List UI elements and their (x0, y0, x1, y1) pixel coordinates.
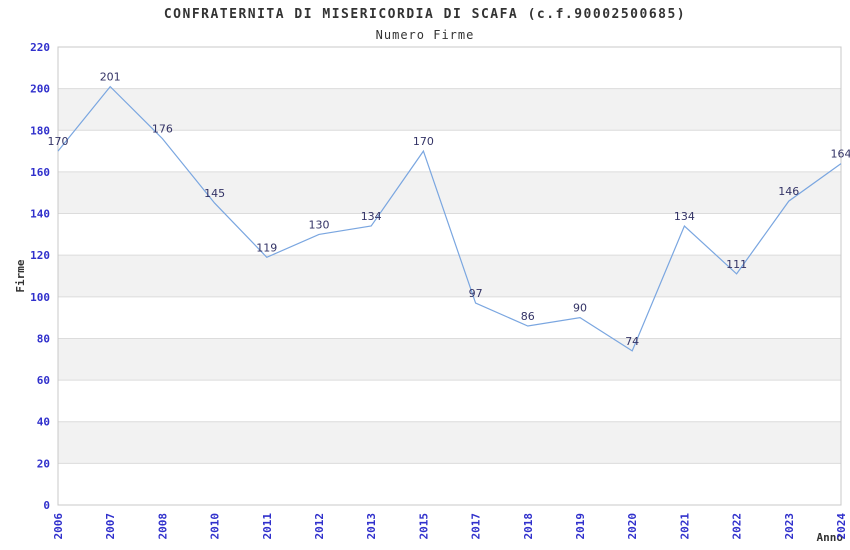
data-point-label: 74 (625, 335, 639, 348)
x-tick-label: 2020 (626, 513, 639, 540)
x-tick-label: 2024 (835, 513, 848, 540)
data-point-label: 119 (256, 241, 277, 254)
x-tick-label: 2022 (731, 513, 744, 540)
x-tick-label: 2023 (783, 513, 796, 540)
data-point-label: 164 (831, 148, 850, 161)
x-axis-label: Anno (816, 531, 844, 544)
chart-title: CONFRATERNITA DI MISERICORDIA DI SCAFA (… (163, 7, 687, 22)
x-tick-label: 2013 (365, 513, 378, 540)
y-tick-label: 180 (30, 124, 50, 137)
data-point-label: 90 (573, 302, 587, 315)
x-tick-label: 2012 (313, 513, 326, 540)
y-tick-label: 60 (37, 374, 50, 387)
data-point-label: 130 (309, 218, 330, 231)
y-tick-label: 100 (30, 291, 50, 304)
data-point-label: 134 (674, 210, 695, 223)
x-tick-label: 2015 (417, 513, 430, 540)
grid-band (58, 171, 841, 214)
y-tick-label: 200 (30, 83, 50, 96)
y-tick-label: 120 (30, 249, 50, 262)
x-tick-label: 2017 (470, 513, 483, 540)
plot-border (57, 46, 842, 506)
x-tick-label: 2011 (261, 513, 274, 540)
x-tick-label: 2019 (574, 513, 587, 540)
y-tick-label: 40 (37, 416, 50, 429)
data-point-label: 111 (726, 258, 747, 271)
y-tick-label: 20 (37, 457, 50, 470)
x-tick-label: 2007 (104, 513, 117, 540)
data-point-label: 201 (100, 71, 121, 84)
y-tick-label: 140 (30, 208, 50, 221)
grid-band (58, 338, 841, 381)
grid-band (58, 255, 841, 297)
chart-line (57, 85, 842, 352)
chart-subtitle: Numero Firme (375, 28, 475, 42)
x-tick-label: 2010 (209, 513, 222, 540)
data-point-label: 146 (778, 185, 799, 198)
data-point-label: 134 (361, 210, 382, 223)
y-tick-label: 80 (37, 333, 50, 346)
grid-band (58, 88, 841, 131)
y-tick-label: 0 (43, 499, 50, 512)
x-tick-label: 2018 (522, 513, 535, 540)
data-point-label: 86 (521, 310, 535, 323)
x-tick-label: 2006 (52, 513, 65, 540)
data-point-label: 170 (48, 135, 69, 148)
x-tick-label: 2008 (156, 513, 169, 540)
grid-band (58, 421, 841, 464)
data-point-label: 97 (469, 287, 483, 300)
data-point-label: 170 (413, 135, 434, 148)
x-tick-label: 2021 (678, 513, 691, 540)
y-tick-label: 160 (30, 166, 50, 179)
y-tick-label: 220 (30, 41, 50, 54)
data-point-label: 176 (152, 123, 173, 136)
data-point-label: 145 (204, 187, 225, 200)
